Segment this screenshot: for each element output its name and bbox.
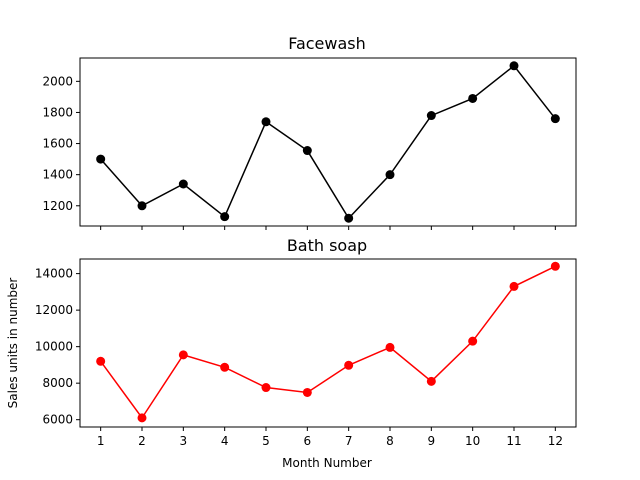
y-tick-label: 1200 bbox=[42, 199, 73, 213]
x-tick-label: 9 bbox=[428, 434, 436, 448]
x-tick-label: 11 bbox=[506, 434, 521, 448]
x-tick-label: 12 bbox=[548, 434, 563, 448]
y-tick-label: 6000 bbox=[42, 413, 73, 427]
data-point bbox=[178, 179, 188, 189]
x-tick-label: 1 bbox=[97, 434, 105, 448]
subplot-facewash: Facewash 1200 1400 1600 1800 2000 bbox=[42, 34, 577, 230]
data-point bbox=[178, 350, 188, 360]
series-lines-bath-soap bbox=[100, 265, 556, 420]
data-point bbox=[468, 93, 478, 103]
plot-frame-facewash bbox=[79, 57, 577, 227]
series-points-facewash bbox=[96, 61, 560, 223]
series-lines-facewash bbox=[100, 64, 556, 220]
x-ticks-bath-soap: 1 2 3 4 5 6 7 8 9 10 11 12 bbox=[97, 427, 563, 448]
data-point bbox=[426, 111, 436, 121]
y-tick-label: 12000 bbox=[35, 303, 73, 317]
data-point bbox=[137, 413, 147, 423]
x-tick-label: 5 bbox=[262, 434, 270, 448]
plot-frame-bath-soap bbox=[79, 258, 577, 428]
x-axis-label: Month Number bbox=[282, 456, 372, 470]
subplot-title-facewash: Facewash bbox=[288, 34, 366, 53]
series-line-facewash bbox=[100, 64, 556, 220]
series-points-bath-soap bbox=[96, 261, 560, 423]
data-point bbox=[509, 281, 519, 291]
y-axis-label: Sales units in number bbox=[6, 278, 20, 409]
y-ticks-facewash: 1200 1400 1600 1800 2000 bbox=[42, 74, 80, 213]
data-point bbox=[137, 201, 147, 211]
x-tick-label: 6 bbox=[304, 434, 312, 448]
data-point bbox=[344, 213, 354, 223]
subplot-title-bath-soap: Bath soap bbox=[287, 236, 367, 255]
y-tick-label: 10000 bbox=[35, 340, 73, 354]
x-tick-label: 4 bbox=[221, 434, 229, 448]
data-point bbox=[302, 387, 312, 397]
data-point bbox=[385, 342, 395, 352]
data-point bbox=[261, 117, 271, 127]
y-tick-label: 8000 bbox=[42, 376, 73, 390]
data-point bbox=[220, 362, 230, 372]
y-ticks-bath-soap: 6000 8000 10000 12000 14000 bbox=[35, 267, 80, 427]
data-point bbox=[509, 61, 519, 71]
data-point bbox=[344, 360, 354, 370]
y-tick-label: 2000 bbox=[42, 74, 73, 88]
data-point bbox=[220, 212, 230, 222]
data-point bbox=[550, 114, 560, 124]
x-tick-label: 2 bbox=[138, 434, 146, 448]
data-point bbox=[302, 146, 312, 156]
y-tick-label: 1800 bbox=[42, 105, 73, 119]
y-tick-label: 1400 bbox=[42, 168, 73, 182]
x-ticks-facewash bbox=[100, 226, 556, 230]
y-tick-label: 14000 bbox=[35, 267, 73, 281]
data-point bbox=[426, 376, 436, 386]
x-tick-label: 3 bbox=[180, 434, 188, 448]
x-tick-label: 10 bbox=[465, 434, 480, 448]
x-tick-label: 8 bbox=[386, 434, 394, 448]
data-point bbox=[550, 261, 560, 271]
series-line-bath-soap bbox=[100, 265, 556, 420]
data-point bbox=[385, 170, 395, 180]
x-tick-label: 7 bbox=[345, 434, 353, 448]
data-point bbox=[468, 336, 478, 346]
data-point bbox=[96, 356, 106, 366]
data-point bbox=[96, 154, 106, 164]
y-tick-label: 1600 bbox=[42, 137, 73, 151]
data-point bbox=[261, 383, 271, 393]
